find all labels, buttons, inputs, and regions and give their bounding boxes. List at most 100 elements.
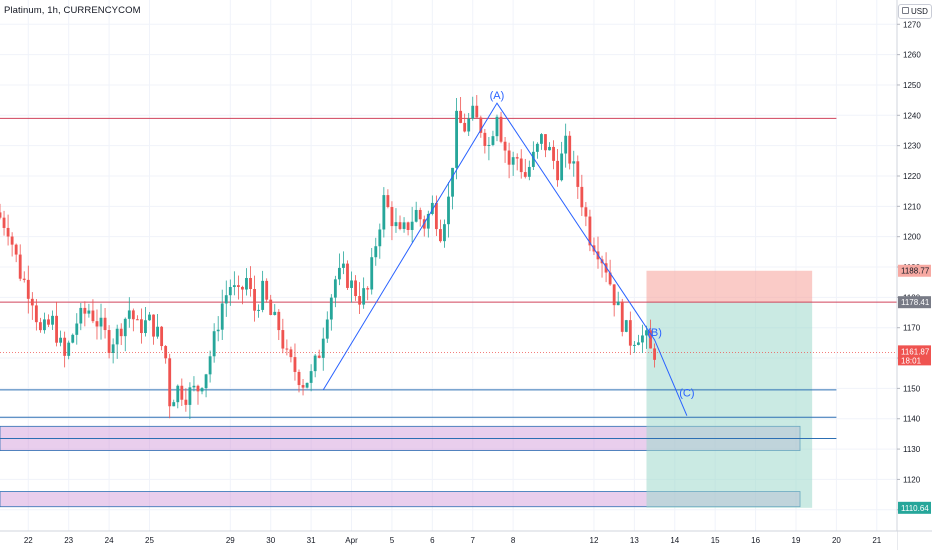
candle-body — [261, 280, 265, 310]
candle-body — [257, 309, 261, 311]
candle-body — [144, 320, 147, 334]
candle-body — [333, 279, 337, 298]
candle-body — [253, 289, 256, 311]
candle-body — [402, 222, 406, 229]
candle-body — [487, 144, 491, 146]
candle-body — [531, 151, 535, 167]
wave-label: (A) — [490, 90, 505, 102]
candle-body — [624, 320, 628, 332]
candle-body — [632, 344, 636, 346]
candle-body — [34, 305, 38, 323]
candle-body — [188, 387, 192, 405]
candle-body — [232, 285, 236, 288]
candle-body — [540, 134, 543, 144]
candle-body — [628, 320, 632, 346]
elliott-wave-drawing[interactable]: (A) (B) (C) — [322, 90, 695, 416]
entry-price-tag: 1178.41 — [901, 298, 930, 307]
candle-body — [523, 172, 527, 177]
candle-body — [572, 161, 576, 164]
target-price-tag-bg — [898, 501, 931, 514]
candle-body — [544, 134, 547, 151]
candle-body — [443, 224, 446, 242]
x-tick-label: 15 — [711, 536, 720, 545]
horizontal-levels[interactable] — [0, 117, 897, 439]
candle-body — [439, 229, 442, 242]
candle-body — [475, 105, 479, 118]
candle-body — [160, 326, 164, 347]
candle-body — [358, 296, 362, 305]
y-tick-label: 1220 — [903, 172, 921, 181]
candle-body — [463, 122, 467, 132]
candle-body — [0, 212, 2, 218]
candle-body — [18, 254, 22, 279]
wave-path — [322, 102, 688, 416]
candle-body — [204, 374, 208, 389]
candle-body — [6, 227, 10, 237]
candle-body — [511, 157, 515, 165]
candle-body — [459, 110, 463, 123]
price-axis[interactable]: 1110112011301140115011601170118011901200… — [896, 0, 932, 550]
y-tick-label: 1270 — [903, 20, 921, 29]
candle-body — [131, 310, 135, 320]
candle-body — [22, 278, 26, 280]
candle-body — [455, 110, 458, 168]
symbol-title[interactable]: Platinum, 1h, CURRENCYCOM — [4, 5, 141, 16]
candle-body — [196, 385, 200, 392]
candle-body — [366, 288, 370, 290]
last-price-tag: 1161.87 — [901, 347, 930, 356]
candle-body — [95, 321, 99, 327]
candle-body — [140, 319, 143, 334]
candle-body — [576, 161, 580, 187]
candle-body — [337, 267, 341, 280]
candle-body — [414, 209, 418, 222]
candle-body — [269, 299, 273, 315]
candle-body — [527, 166, 531, 177]
candle-body — [212, 331, 216, 357]
candle-body — [180, 385, 184, 400]
x-tick-label: 29 — [226, 536, 235, 545]
candle-body — [434, 202, 438, 230]
candle-body — [200, 388, 204, 392]
candle-body — [430, 202, 434, 214]
candle-body — [568, 135, 572, 164]
candle-body — [285, 348, 289, 350]
candle-body — [75, 323, 79, 335]
candle-body — [216, 329, 220, 332]
currency-button[interactable]: USD — [898, 4, 932, 19]
candle-body — [67, 342, 71, 356]
y-tick-label: 1260 — [903, 51, 921, 60]
candle-body — [103, 317, 107, 331]
x-tick-label: Apr — [345, 536, 358, 545]
candle-body — [281, 330, 285, 349]
x-tick-label: 5 — [390, 536, 395, 545]
candle-body — [515, 157, 519, 159]
candle-body — [499, 116, 503, 142]
x-tick-label: 20 — [832, 536, 841, 545]
y-tick-label: 1210 — [903, 202, 921, 211]
candle-body — [38, 322, 42, 331]
wave-label: (B) — [647, 327, 662, 339]
candle-body — [584, 207, 588, 217]
candle-body — [313, 355, 317, 372]
time-axis[interactable]: 22 23 24 25 29 30 31 Apr 5 6 7 8 12 13 14 15 16 19 20 21 — [0, 530, 932, 550]
candle-body — [382, 195, 386, 230]
x-tick-label: 6 — [430, 536, 435, 545]
y-tick-label: 1130 — [903, 445, 921, 454]
candle-body — [43, 319, 46, 331]
candle-body — [208, 356, 212, 375]
x-tick-label: 8 — [511, 536, 516, 545]
x-tick-label: 23 — [64, 536, 73, 545]
stop-price-tag-bg — [898, 264, 931, 277]
candle-body — [192, 385, 196, 388]
candle-body — [176, 385, 180, 403]
x-tick-label: 25 — [145, 536, 154, 545]
wave-label: (C) — [679, 388, 694, 400]
x-tick-label: 22 — [24, 536, 33, 545]
x-tick-label: 13 — [630, 536, 639, 545]
short-position-tool[interactable] — [646, 270, 813, 508]
y-tick-label: 1230 — [903, 142, 921, 151]
candle-body — [107, 330, 111, 353]
candle-body — [87, 310, 91, 314]
